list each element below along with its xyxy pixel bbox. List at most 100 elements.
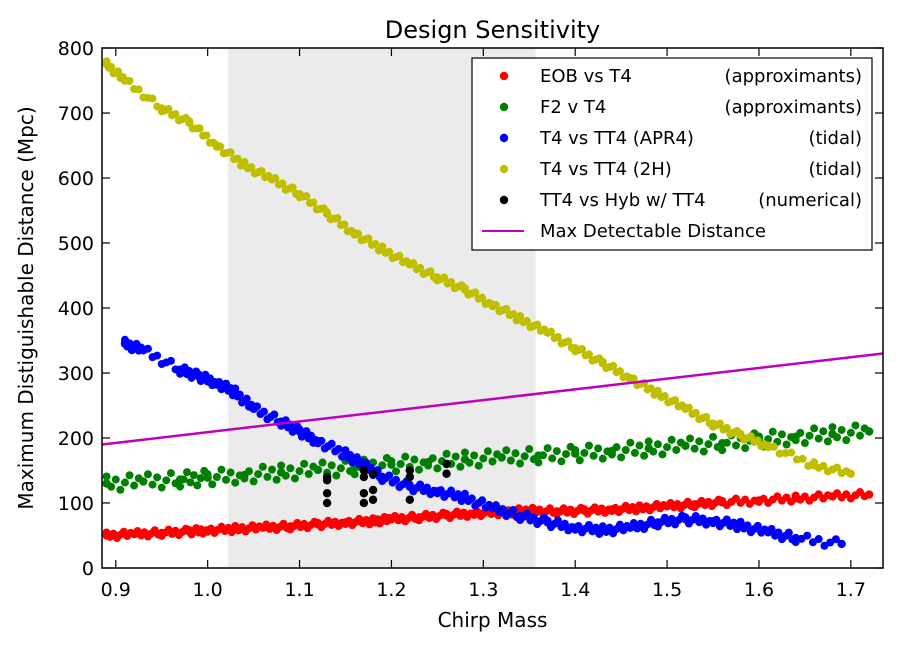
x-tick-label: 1.2 <box>376 579 406 601</box>
data-point <box>240 160 249 170</box>
data-point <box>322 472 332 482</box>
series-fill-dot <box>302 192 311 201</box>
data-point <box>543 518 552 527</box>
legend-box <box>471 57 873 251</box>
data-point <box>433 273 442 282</box>
series-fill-dot <box>702 412 711 421</box>
data-point <box>828 492 837 501</box>
series-fill-dot <box>617 453 626 462</box>
series-fill-dot <box>304 470 313 478</box>
series-fill-dot <box>414 465 423 474</box>
series-fill-dot <box>533 320 542 329</box>
data-point <box>341 450 350 459</box>
series-fill-dot <box>635 441 644 450</box>
legend-note: (tidal) <box>808 128 862 149</box>
series-fill-dot <box>447 278 456 287</box>
series-fill-dot <box>257 166 266 175</box>
data-point <box>552 507 562 516</box>
data-point <box>423 457 433 467</box>
series-fill-dot <box>478 496 487 505</box>
data-point <box>763 528 773 537</box>
data-point <box>120 76 130 85</box>
series-fill-dot <box>671 396 680 405</box>
data-point <box>341 518 350 527</box>
series-fill-dot <box>125 471 134 480</box>
series-fill-dot <box>153 351 162 360</box>
series-t4-vs-tt4-apr4 <box>120 335 846 550</box>
x-tick-label: 1.5 <box>652 579 682 601</box>
series-fill-dot <box>460 448 469 457</box>
data-point <box>534 451 543 460</box>
series-fill-dot <box>534 458 543 467</box>
series-fill-dot <box>564 337 573 346</box>
series-fill-dot <box>557 457 566 466</box>
series-fill-dot <box>506 456 515 465</box>
data-point <box>295 190 304 199</box>
data-point <box>488 504 497 513</box>
data-point <box>313 520 323 529</box>
data-point <box>653 389 663 398</box>
series-fill-dot <box>153 473 162 482</box>
series-fill-dot <box>447 486 456 495</box>
data-point <box>653 518 663 527</box>
data-point <box>405 495 415 504</box>
data-point <box>488 300 497 309</box>
series-fill-dot <box>350 470 359 479</box>
series-fill-dot <box>529 513 538 522</box>
series-fill-dot <box>667 435 676 444</box>
series-fill-dot <box>396 460 405 468</box>
legend-label: F2 v T4 <box>540 97 606 118</box>
legend-swatch <box>499 102 509 112</box>
data-point <box>405 472 415 482</box>
x-tick-label: 1.7 <box>836 579 866 601</box>
series-tt4-vs-hyb-w-tt4 <box>322 459 451 508</box>
series-fill-dot <box>777 430 786 439</box>
data-point <box>570 523 580 532</box>
series-fill-dot <box>774 528 783 537</box>
data-point <box>865 427 874 436</box>
series-fill-dot <box>116 485 125 494</box>
data-point <box>129 530 139 539</box>
series-fill-dot <box>522 316 531 325</box>
series-fill-dot <box>525 445 534 454</box>
data-point <box>359 472 369 482</box>
series-fill-dot <box>231 478 240 487</box>
series-fill-dot <box>392 467 401 476</box>
data-point <box>515 511 525 521</box>
series-fill-dot <box>471 288 480 297</box>
data-point <box>322 489 332 498</box>
data-point <box>231 388 240 397</box>
x-axis-title: Chirp Mass <box>438 608 548 632</box>
data-point <box>194 372 203 381</box>
series-fill-dot <box>775 449 784 458</box>
x-tick-label: 1.4 <box>560 579 590 601</box>
legend-label: TT4 vs Hyb w/ TT4 <box>539 190 706 211</box>
series-fill-dot <box>222 475 231 484</box>
series-fill-dot <box>401 452 410 461</box>
data-point <box>607 505 617 514</box>
series-fill-dot <box>467 494 476 503</box>
data-point <box>405 482 415 491</box>
y-tick-label: 700 <box>58 103 94 125</box>
data-point <box>681 404 690 413</box>
data-point <box>828 429 837 439</box>
series-fill-dot <box>440 273 449 282</box>
series-fill-dot <box>483 447 492 456</box>
series-fill-dot <box>186 478 195 487</box>
series-fill-dot <box>111 475 120 484</box>
series-fill-dot <box>340 220 349 229</box>
data-point <box>626 374 635 383</box>
series-fill-dot <box>451 452 460 461</box>
series-fill-dot <box>575 456 584 465</box>
data-point <box>681 441 690 450</box>
data-point <box>598 526 607 535</box>
series-fill-dot <box>148 94 157 103</box>
data-point <box>460 493 470 502</box>
series-fill-dot <box>196 474 205 483</box>
data-point <box>203 526 212 535</box>
data-point <box>368 517 378 526</box>
series-fill-dot <box>148 480 157 489</box>
series-fill-dot <box>479 454 488 463</box>
series-fill-dot <box>699 447 708 456</box>
